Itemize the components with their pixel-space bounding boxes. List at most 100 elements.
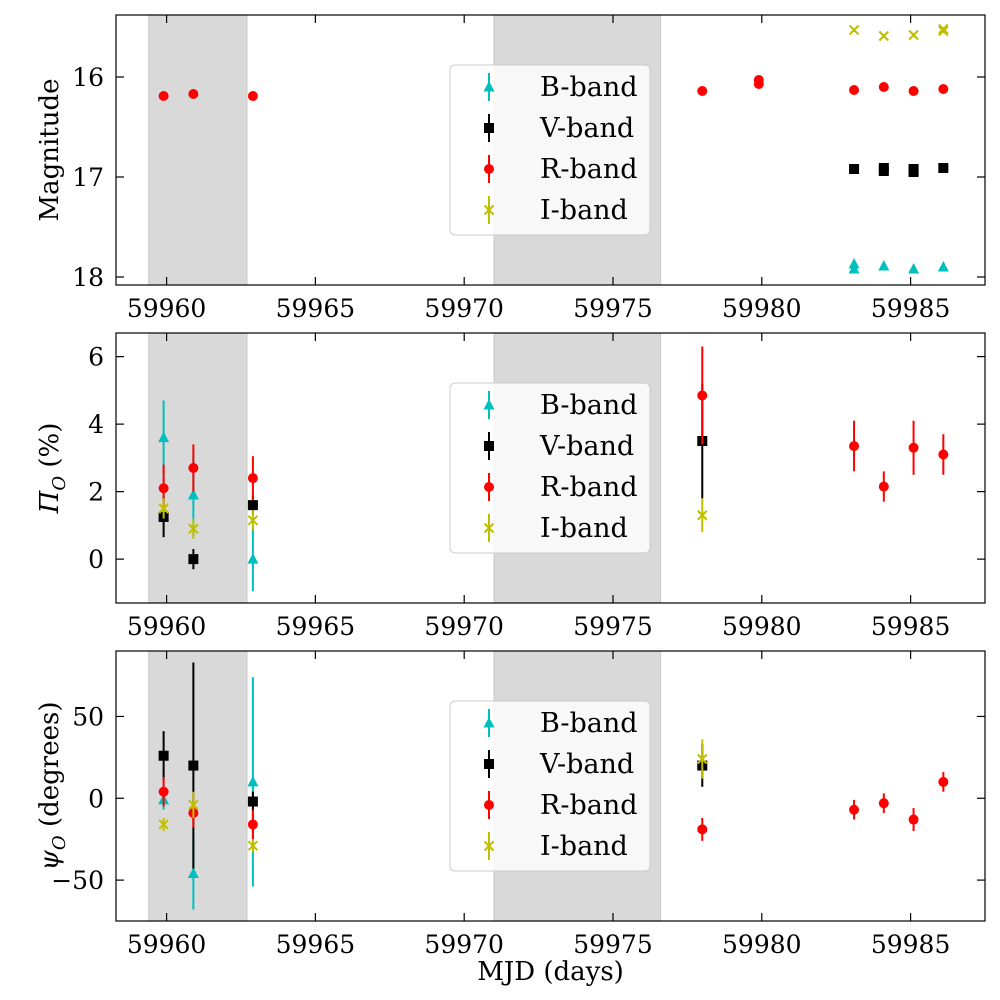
data-point [938,449,949,460]
legend-box [449,64,651,236]
data-point [878,481,889,492]
data-point [848,24,860,36]
plot-area [158,662,949,910]
data-point [908,442,919,453]
data-point [697,753,708,765]
legend-entry-R-band: R-band [484,790,638,821]
legend-marker [483,204,495,216]
legend-label: V-band [539,113,634,144]
marker-x-stroke [483,204,495,216]
x-tick-label: 59980 [722,294,802,323]
legend-entry-B-band: B-band [483,390,638,421]
series-B-band [848,258,949,274]
data-point [188,760,199,771]
y-axis-label-subscript: O [49,476,70,491]
legend-marker [484,441,494,451]
axes-frame [115,14,986,286]
y-tick-label: 17 [72,163,104,192]
legend-entry-V-band: V-band [484,113,634,144]
series-I-band [158,739,708,853]
data-point [697,510,708,521]
data-point [247,515,259,526]
data-point [878,260,890,271]
legend: B-band V-band R-band I-band [449,64,651,236]
data-point [849,85,860,95]
data-point [908,263,920,274]
legend-label: B-band [540,390,638,421]
legend: B-band V-band R-band I-band [449,700,651,872]
legend-label: V-band [539,749,634,780]
y-tick-label: 6 [88,343,104,372]
data-point [908,167,919,177]
x-tick-label: 59970 [424,294,504,323]
data-point [938,23,949,35]
data-point [908,86,919,96]
y-axis-label: Magnitude [35,78,65,221]
data-point [247,91,258,101]
data-point [247,775,259,787]
x-tick-label: 59960 [127,294,207,323]
series-I-band [848,23,949,42]
data-point [753,79,764,89]
x-tick-label: 59965 [276,294,356,323]
y-tick-label: −50 [51,866,104,895]
x-tick-label: 59985 [871,930,951,959]
panel-polarization: 59960 59965 59970 59975 59980 59985 0 2 4 6 ΠO (%)… [35,332,986,641]
legend-label: R-band [540,790,638,821]
series-B-band [158,400,259,592]
shaded-region [148,14,248,286]
legend-label: R-band [540,154,638,185]
legend-label: B-band [540,708,638,739]
marker-x-stroke [158,503,169,514]
data-point [697,390,708,401]
legend-marker [484,164,494,174]
x-tick-label: 59965 [276,612,356,641]
y-axis-label-symbol: ψ [35,849,65,870]
data-point [187,867,199,879]
data-point [188,799,199,811]
data-point [849,441,860,452]
legend-label: I-band [540,195,628,226]
data-point [247,819,258,830]
data-point [188,523,199,534]
y-tick-label: 50 [72,702,104,731]
data-point [158,91,169,101]
legend-marker [483,522,495,534]
x-tick-label: 59985 [871,294,951,323]
legend-entry-R-band: R-band [484,154,638,185]
x-axis-label: MJD (days) [477,957,624,987]
data-point [158,819,169,830]
legend-box [449,382,651,554]
data-point [908,29,919,41]
data-point [188,463,199,473]
y-tick-label: 16 [72,63,104,92]
data-point [938,776,949,787]
data-point [878,166,889,176]
axes-frame [115,332,986,604]
data-point [697,86,708,96]
y-tick-label: 0 [88,545,104,574]
data-point [247,796,258,807]
data-point [247,553,259,564]
y-axis-label-unit: (%) [35,423,65,476]
y-axis-label-symbol: Π [35,489,65,514]
legend-marker [483,717,495,728]
marker-x-stroke [247,515,259,526]
data-point [247,840,259,851]
series-V-band [849,163,949,177]
x-tick-label: 59980 [722,612,802,641]
data-point [158,483,169,494]
data-point [938,163,949,173]
marker-x-stroke [188,799,199,811]
legend-entry-I-band: I-band [483,513,628,544]
marker-x-stroke [483,522,495,534]
legend-entry-I-band: I-band [483,831,628,862]
x-tick-label: 59960 [127,612,207,641]
legend-marker [484,759,494,769]
data-point [188,89,199,99]
data-point [937,261,949,272]
data-point [247,473,258,484]
legend-label: B-band [540,72,638,103]
data-point [849,804,860,815]
